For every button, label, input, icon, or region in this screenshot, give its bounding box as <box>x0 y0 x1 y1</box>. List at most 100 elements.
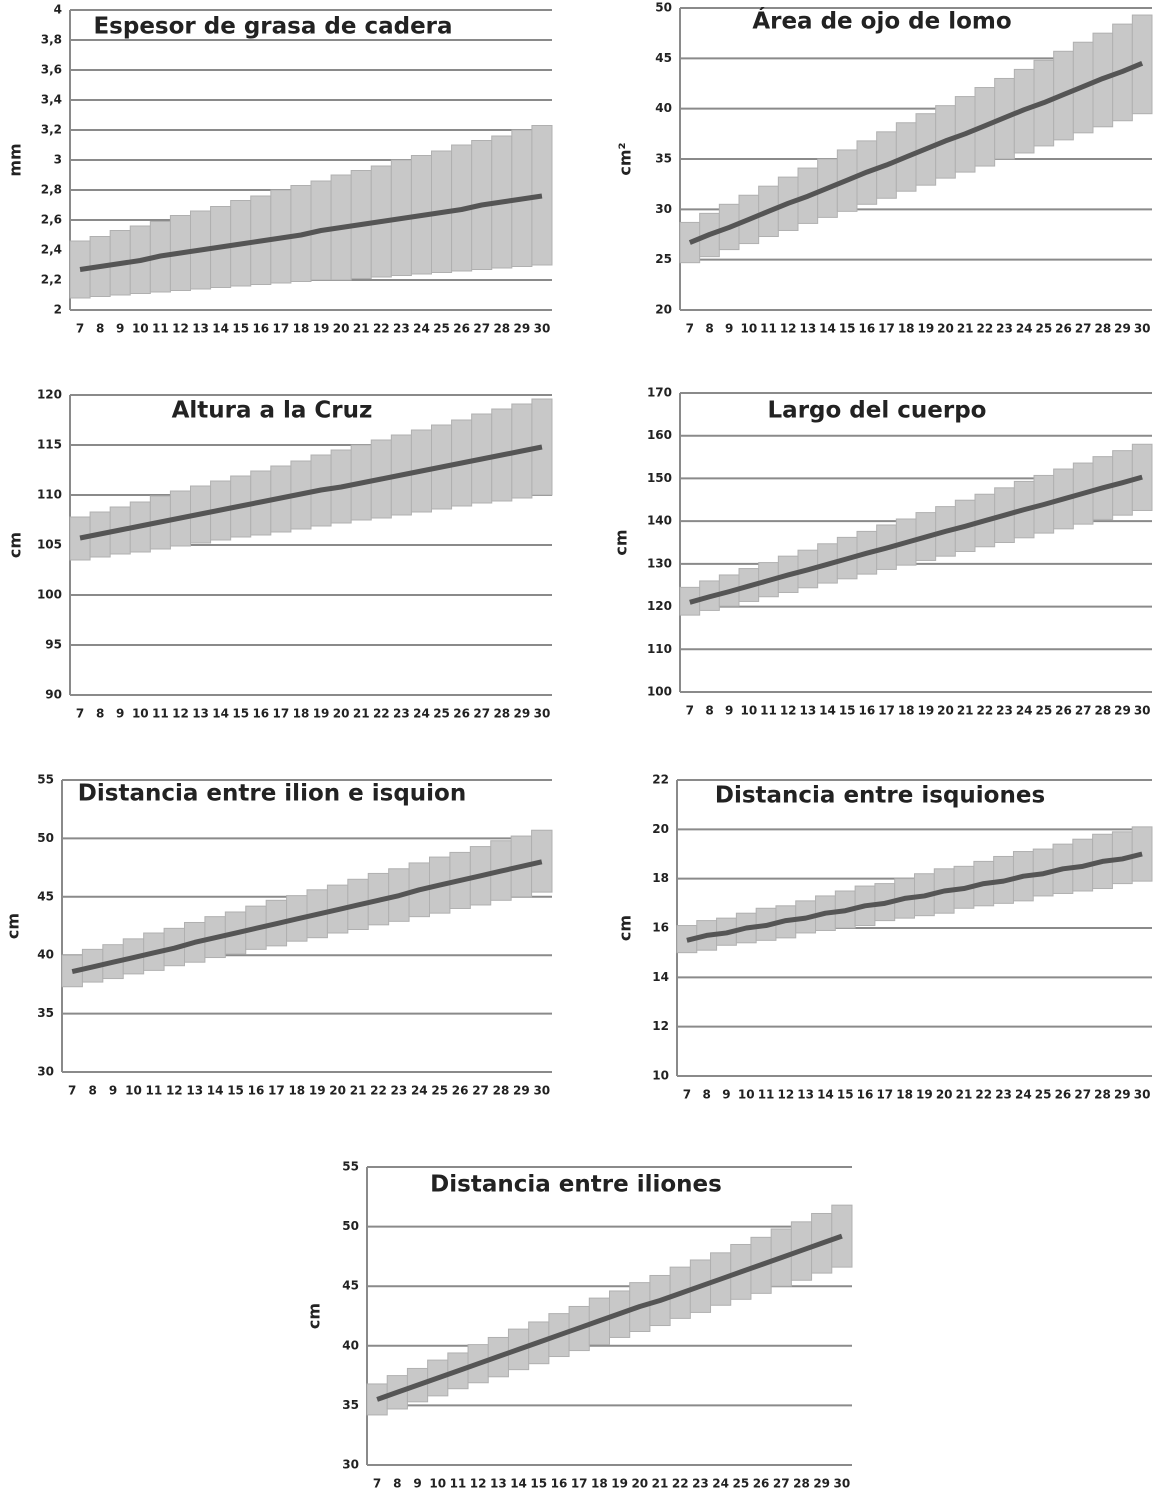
x-tick-label: 19 <box>917 704 934 718</box>
x-tick-label: 28 <box>493 322 510 336</box>
y-axis-label: cm² <box>616 142 635 175</box>
x-tick-label: 29 <box>514 707 531 721</box>
x-tick-label: 9 <box>116 707 124 721</box>
x-tick-label: 14 <box>817 1088 834 1102</box>
x-tick-label: 25 <box>1035 704 1052 718</box>
y-tick-label: 40 <box>655 101 672 115</box>
x-tick-label: 29 <box>513 1084 530 1098</box>
x-tick-label: 18 <box>288 1084 305 1098</box>
y-tick-label: 170 <box>647 386 672 400</box>
y-tick-label: 30 <box>655 202 672 216</box>
x-tick-label: 25 <box>1035 1088 1052 1102</box>
x-tick-label: 22 <box>975 1088 992 1102</box>
x-tick-label: 12 <box>172 707 189 721</box>
y-tick-label: 18 <box>652 871 669 885</box>
x-tick-label: 8 <box>705 704 713 718</box>
x-tick-label: 7 <box>76 322 84 336</box>
x-tick-label: 24 <box>411 1084 428 1098</box>
x-tick-label: 22 <box>976 704 993 718</box>
x-tick-label: 19 <box>309 1084 326 1098</box>
x-tick-label: 23 <box>996 704 1013 718</box>
x-tick-label: 17 <box>268 1084 285 1098</box>
x-tick-label: 16 <box>252 707 269 721</box>
x-tick-label: 11 <box>450 1477 467 1491</box>
x-tick-label: 25 <box>733 1477 750 1491</box>
x-tick-label: 8 <box>393 1477 401 1491</box>
y-tick-label: 50 <box>655 1 672 15</box>
x-tick-label: 28 <box>493 707 510 721</box>
x-tick-label: 14 <box>212 322 229 336</box>
y-tick-label: 2,6 <box>41 213 62 227</box>
x-tick-label: 23 <box>995 1088 1012 1102</box>
y-tick-label: 3,4 <box>41 93 62 107</box>
x-tick-label: 20 <box>329 1084 346 1098</box>
x-tick-label: 21 <box>956 1088 973 1102</box>
x-tick-label: 12 <box>780 322 797 336</box>
x-tick-label: 12 <box>778 1088 795 1102</box>
x-tick-label: 16 <box>551 1477 568 1491</box>
y-tick-label: 105 <box>37 538 62 552</box>
x-tick-label: 20 <box>631 1477 648 1491</box>
x-tick-label: 17 <box>273 707 290 721</box>
chart-title: Área de ojo de lomo <box>752 7 1011 35</box>
x-tick-label: 20 <box>333 322 350 336</box>
x-tick-label: 29 <box>1114 1088 1131 1102</box>
y-tick-label: 3,2 <box>41 123 62 137</box>
x-tick-label: 24 <box>413 322 430 336</box>
x-tick-label: 21 <box>353 322 370 336</box>
x-tick-label: 30 <box>1134 704 1151 718</box>
y-tick-label: 25 <box>655 252 672 266</box>
x-tick-label: 10 <box>429 1477 446 1491</box>
x-tick-label: 21 <box>353 707 370 721</box>
x-tick-label: 23 <box>393 322 410 336</box>
x-tick-label: 13 <box>192 322 209 336</box>
y-tick-label: 2,2 <box>41 273 62 287</box>
y-tick-label: 12 <box>652 1019 669 1033</box>
x-tick-label: 9 <box>722 1088 730 1102</box>
x-tick-label: 30 <box>534 322 551 336</box>
x-tick-label: 19 <box>313 707 330 721</box>
band-bar <box>831 1204 853 1268</box>
x-tick-label: 26 <box>453 707 470 721</box>
y-tick-label: 160 <box>647 428 672 442</box>
x-tick-label: 23 <box>393 707 410 721</box>
x-tick-label: 8 <box>88 1084 96 1098</box>
x-tick-label: 25 <box>433 322 450 336</box>
x-tick-label: 10 <box>132 707 149 721</box>
x-tick-label: 30 <box>533 1084 550 1098</box>
x-tick-label: 18 <box>591 1477 608 1491</box>
y-tick-label: 50 <box>342 1219 359 1233</box>
x-tick-label: 15 <box>227 1084 244 1098</box>
x-tick-label: 14 <box>207 1084 224 1098</box>
x-tick-label: 9 <box>109 1084 117 1098</box>
x-tick-label: 11 <box>760 704 777 718</box>
x-tick-label: 12 <box>780 704 797 718</box>
x-tick-label: 17 <box>876 1088 893 1102</box>
x-tick-label: 23 <box>996 322 1013 336</box>
y-axis-label: cm <box>612 529 631 555</box>
x-tick-label: 30 <box>534 707 551 721</box>
x-tick-label: 17 <box>878 704 895 718</box>
y-tick-label: 45 <box>655 51 672 65</box>
x-tick-label: 24 <box>1016 322 1033 336</box>
x-tick-label: 17 <box>878 322 895 336</box>
x-tick-label: 10 <box>740 704 757 718</box>
mean-line <box>79 193 543 272</box>
x-tick-label: 25 <box>1035 322 1052 336</box>
x-tick-label: 21 <box>350 1084 367 1098</box>
x-tick-label: 19 <box>917 322 934 336</box>
x-tick-label: 29 <box>514 322 531 336</box>
y-tick-label: 10 <box>652 1069 669 1083</box>
x-tick-label: 24 <box>712 1477 729 1491</box>
x-tick-label: 19 <box>916 1088 933 1102</box>
x-tick-label: 28 <box>793 1477 810 1491</box>
y-tick-label: 45 <box>37 889 54 903</box>
y-tick-label: 100 <box>647 685 672 699</box>
x-tick-label: 11 <box>152 322 169 336</box>
x-tick-label: 13 <box>799 704 816 718</box>
x-tick-label: 29 <box>813 1477 830 1491</box>
x-tick-label: 19 <box>611 1477 628 1491</box>
x-tick-label: 10 <box>740 322 757 336</box>
